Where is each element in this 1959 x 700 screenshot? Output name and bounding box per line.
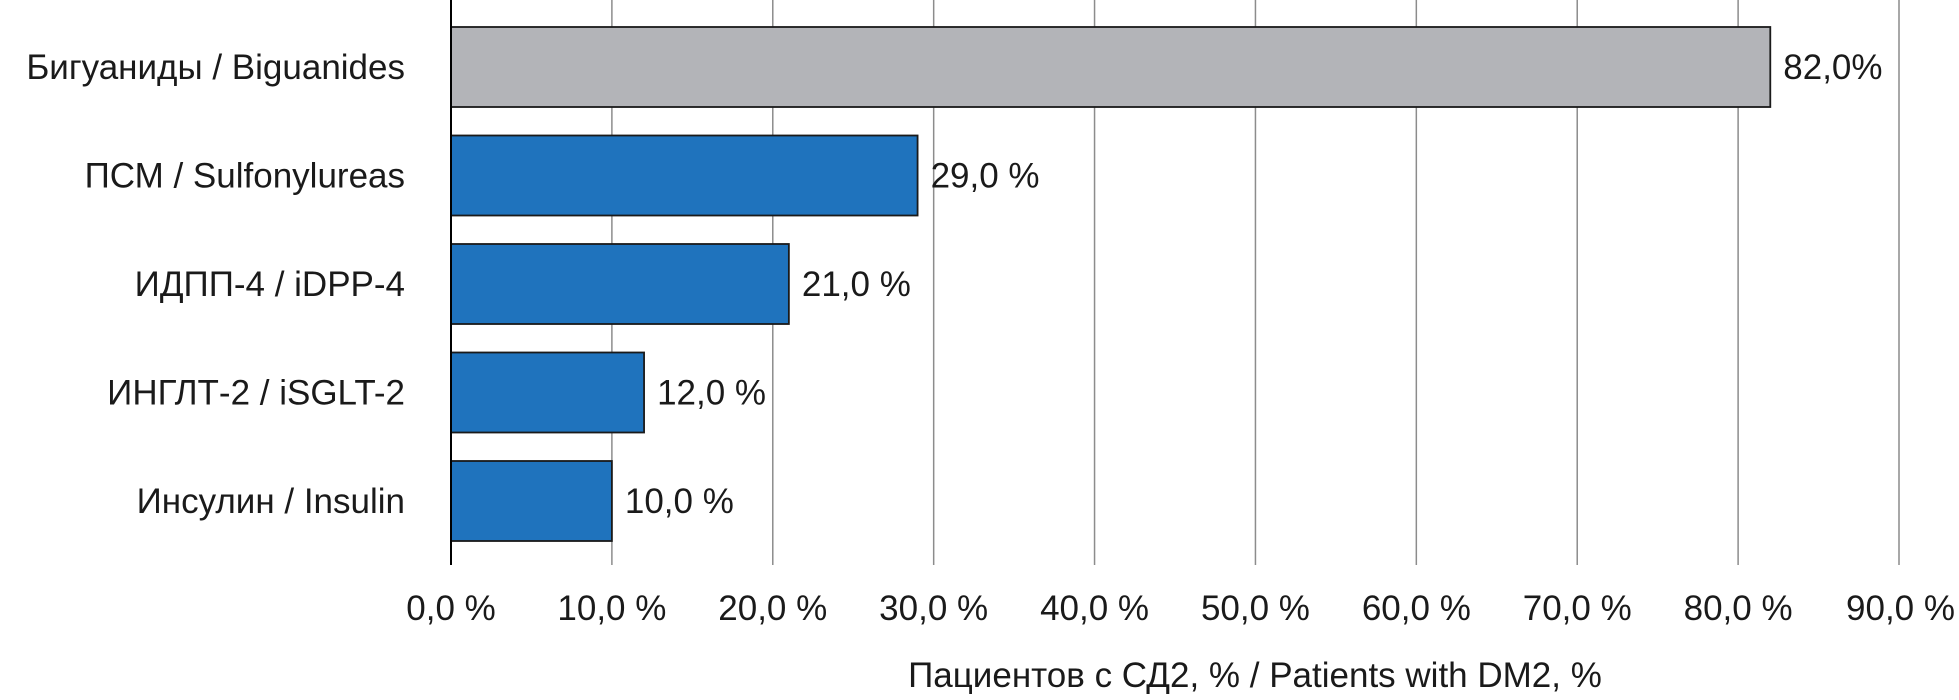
category-label-1: ПСМ / Sulfonylureas [85,157,405,196]
value-label-0: 82,0% [1783,48,1882,87]
x-tick-label-3: 30,0 % [879,589,988,628]
x-tick-label-9: 90,0 % [1846,589,1955,628]
x-tick-label-5: 50,0 % [1201,589,1310,628]
value-label-4: 10,0 % [625,482,734,521]
bar-4 [450,460,613,542]
category-labels: Бигуаниды / Biguanides ПСМ / Sulfonylurea… [26,48,405,521]
x-tick-label-6: 60,0 % [1362,589,1471,628]
category-label-2: ИДПП-4 / iDPP-4 [135,265,405,304]
value-label-3: 12,0 % [657,374,766,413]
x-tick-label-7: 70,0 % [1523,589,1632,628]
x-tick-labels: 0,0 % 10,0 % 20,0 % 30,0 % 40,0 % 50,0 % 60,0 … [406,589,1955,628]
x-tick-label-4: 40,0 % [1040,589,1149,628]
category-label-4: Инсулин / Insulin [137,482,405,521]
value-label-1: 29,0 % [931,157,1040,196]
x-tick-label-2: 20,0 % [718,589,827,628]
x-axis-title: Пациентов с СД2, % / Patients with DM2, … [908,656,1602,695]
bar-0 [450,26,1772,108]
x-tick-label-1: 10,0 % [557,589,666,628]
bar-1 [450,134,919,217]
category-label-3: ИНГЛТ-2 / iSGLT-2 [107,374,405,413]
x-tick-label-0: 0,0 % [406,589,496,628]
x-tick-label-8: 80,0 % [1684,589,1793,628]
category-label-0: Бигуаниды / Biguanides [26,48,405,87]
bars [450,26,1772,542]
bar-3 [450,351,645,434]
value-label-2: 21,0 % [802,265,911,304]
value-labels: 82,0% 29,0 % 21,0 % 12,0 % 10,0 % [625,48,1883,521]
bar-2 [450,243,790,325]
